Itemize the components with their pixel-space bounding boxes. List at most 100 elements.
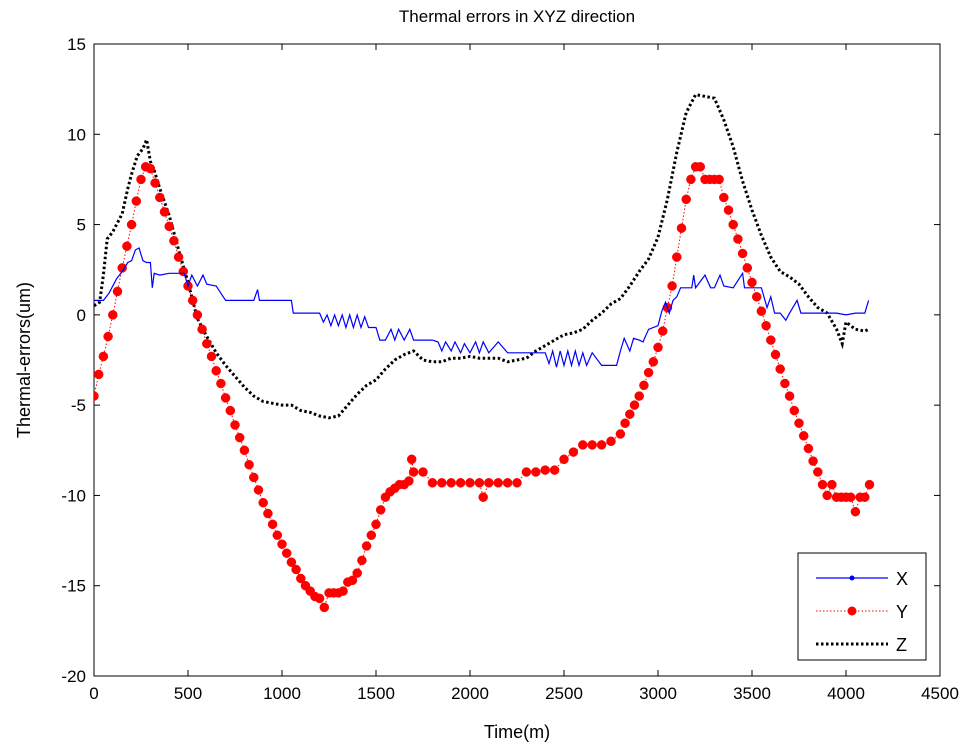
series-y-point (192, 310, 203, 320)
series-y-point (695, 162, 706, 172)
series-y-point (112, 286, 123, 297)
series-y-point (657, 326, 668, 336)
tick-layer: 0 500 1000 1500 2000 2500 3000 3500 4000 4500 -20 -… (61, 35, 958, 703)
series-y-point (747, 277, 757, 288)
series-y-point (478, 492, 488, 502)
series-y-point (94, 391, 99, 401)
series-y-point (155, 192, 165, 203)
series-y-point (352, 568, 362, 578)
series-y-point (803, 443, 814, 454)
series-y-point (568, 447, 579, 457)
series-y-point (648, 357, 659, 367)
series-y-point (639, 380, 649, 391)
series-y-point (784, 391, 795, 401)
x-tick-label: 2500 (545, 684, 583, 703)
series-y-point (827, 479, 837, 490)
series-y-point (178, 266, 189, 277)
series-y-point (629, 400, 640, 410)
series-y-point (756, 306, 767, 316)
legend-marker-x (849, 575, 855, 581)
series-y-point (103, 331, 113, 342)
series-y-point (672, 252, 682, 262)
series-y-point (366, 530, 377, 540)
x-tick-label: 0 (89, 684, 98, 703)
series-y-point (404, 476, 414, 486)
series-y-point (493, 478, 503, 488)
y-tick-label: -5 (71, 396, 86, 415)
series-y-point (676, 223, 687, 233)
legend-label-z: Z (896, 635, 907, 655)
series-y-point (822, 490, 832, 501)
legend-label-x: X (896, 569, 908, 589)
series-layer (94, 92, 875, 613)
series-y-point (427, 478, 438, 488)
series-y-point (150, 178, 160, 188)
series-y-point (375, 505, 386, 515)
series-y-point (253, 485, 264, 495)
series-y-point (239, 445, 250, 456)
series-y-point (145, 163, 156, 174)
series-y-point (319, 602, 330, 613)
y-tick-label: 10 (67, 125, 86, 144)
series-y-point (719, 192, 729, 203)
series-y-point (502, 478, 513, 488)
series-y-point (620, 418, 630, 428)
series-y-point (94, 369, 104, 380)
series-y-point (211, 366, 221, 376)
series-y-point (408, 467, 419, 477)
series-y-point (596, 440, 607, 450)
x-tick-label: 3000 (639, 684, 677, 703)
series-y-point (338, 586, 348, 596)
series-y-point (728, 219, 738, 230)
series-y-point (798, 431, 809, 441)
series-y-point (643, 367, 654, 378)
y-axis-label: Thermal-errors(um) (14, 282, 34, 438)
series-y-point (733, 234, 743, 244)
series-y-point (234, 432, 245, 443)
series-y-point (615, 429, 626, 439)
y-tick-label: -15 (61, 577, 86, 596)
series-y-point (267, 519, 278, 530)
legend-marker-y (847, 606, 857, 616)
series-y-point (860, 492, 870, 502)
series-x (94, 247, 870, 368)
series-y-point (169, 236, 179, 246)
series-y-point (418, 467, 428, 477)
series-y-point (634, 391, 644, 401)
series-y-point (244, 459, 254, 470)
series-y-point (277, 539, 287, 549)
series-y-point (864, 479, 875, 490)
series-y-point (296, 573, 306, 584)
legend-item-z: Z (816, 635, 907, 655)
series-y-point (606, 436, 616, 447)
y-tick-label: 5 (77, 216, 86, 235)
series-y-point (770, 349, 781, 360)
series-y-point (220, 393, 231, 403)
series-y-point (780, 378, 790, 389)
series-y-point (531, 467, 541, 477)
series-y-point (587, 440, 597, 450)
series-y-point (406, 454, 417, 465)
legend-item-x: X (816, 569, 908, 589)
series-y-point (173, 252, 184, 262)
series-y-point (361, 541, 372, 551)
series-y-point (347, 575, 358, 586)
series-y-point (808, 456, 818, 466)
y-tick-label: -20 (61, 667, 86, 686)
series-y-point (775, 364, 785, 374)
series-y-point (281, 548, 292, 558)
series-y-point (159, 207, 170, 217)
series-y-point (737, 248, 748, 259)
series-y-point (272, 530, 283, 540)
series-y-point (225, 405, 236, 416)
x-tick-label: 1500 (357, 684, 395, 703)
series-y-point (578, 440, 588, 450)
series-y-point (314, 593, 325, 604)
series-y-point (131, 196, 142, 206)
series-y-point (794, 418, 804, 428)
series-y-point (136, 174, 146, 185)
series-y-point (559, 454, 569, 465)
series-y-point (371, 519, 381, 530)
series-y-point (686, 174, 696, 185)
x-tick-label: 1000 (263, 684, 301, 703)
